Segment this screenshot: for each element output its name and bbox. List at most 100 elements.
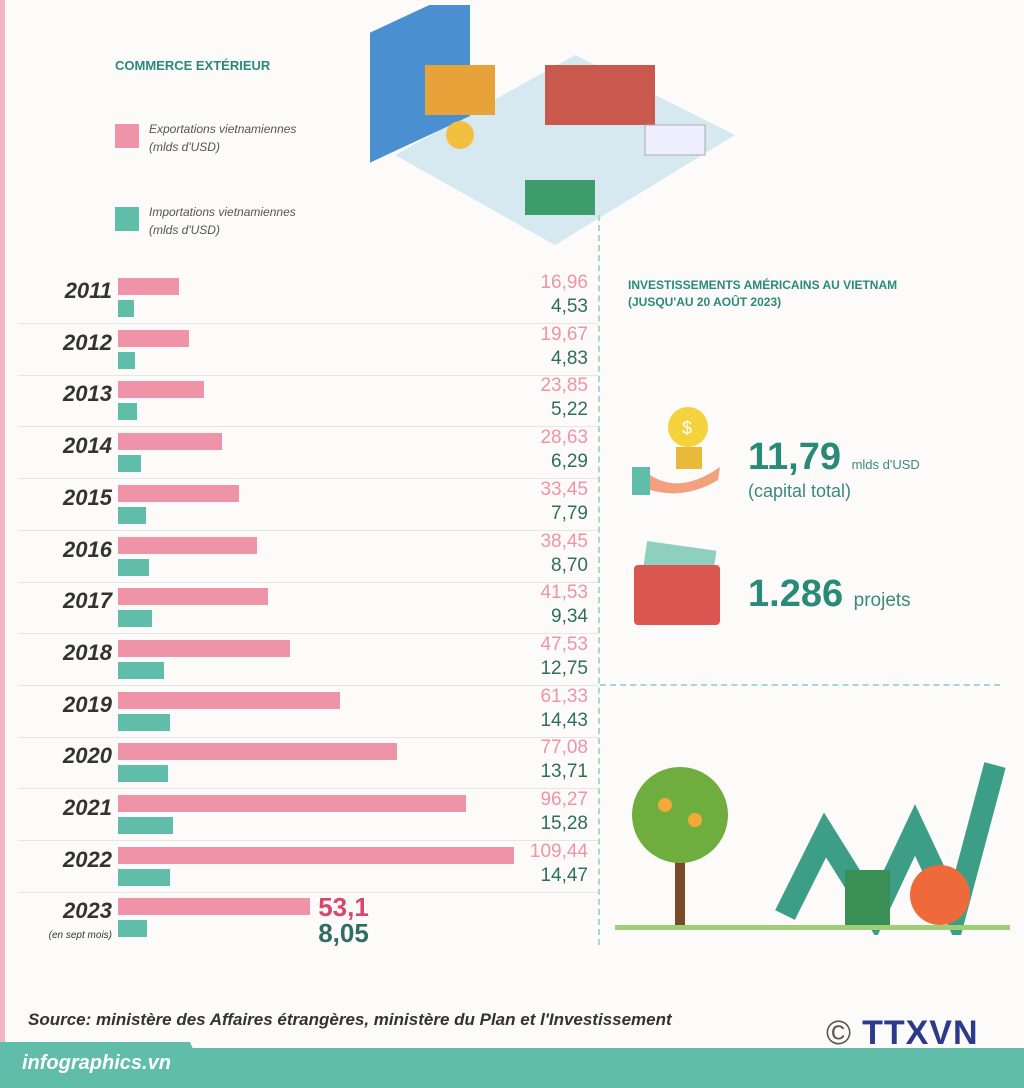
chart-row-2013: 2013 23,85 5,22 <box>18 375 598 428</box>
export-value: 109,44 <box>529 840 588 862</box>
chart-row-2020: 2020 77,08 13,71 <box>18 737 598 790</box>
chart-row-2014: 2014 28,63 6,29 <box>18 427 598 480</box>
year-label: 2013 <box>63 381 112 407</box>
year-label: 2011 <box>64 278 112 303</box>
import-bar <box>118 403 137 421</box>
export-bar <box>118 588 269 606</box>
import-value: 9,34 <box>551 606 588 628</box>
import-value: 8,05 <box>318 918 369 949</box>
legend-swatch-imports <box>115 207 139 231</box>
footer-site[interactable]: infographics.vn <box>22 1052 171 1074</box>
legend-unit: (mlds d'USD) <box>149 223 220 237</box>
source-note: Source: ministère des Affaires étrangère… <box>28 1010 672 1029</box>
export-bar <box>118 536 258 554</box>
export-value: 41,53 <box>540 582 588 604</box>
year-label: 2017 <box>63 588 112 614</box>
import-value: 13,71 <box>540 761 588 783</box>
export-bar <box>118 381 205 399</box>
capital-note: (capital total) <box>748 481 852 501</box>
export-value: 47,53 <box>540 633 588 655</box>
legend-imports: Importations vietnamiennes (mlds d'USD) <box>115 203 296 239</box>
export-value: 19,67 <box>540 323 588 345</box>
investment-title: INVESTISSEMENTS AMÉRICAINS AU VIETNAM (JU… <box>628 278 898 309</box>
ttxvn-logo: © TTXVN <box>826 1014 979 1052</box>
growth-illustration <box>615 762 1010 935</box>
import-value: 8,70 <box>551 554 588 576</box>
year-label: 2020 <box>63 743 112 769</box>
chart-row-2016: 2016 38,45 8,70 <box>18 531 598 583</box>
chart-row-2012: 2012 19,67 4,83 <box>18 324 598 376</box>
export-bar <box>118 743 398 761</box>
chart-row-2018: 2018 47,53 12,75 <box>18 634 598 686</box>
year-label: 2023 <box>63 898 112 924</box>
export-value: 53,1 <box>318 892 369 923</box>
export-bar <box>118 278 180 295</box>
import-value: 14,43 <box>540 709 588 731</box>
left-border <box>0 0 5 1050</box>
export-value: 77,08 <box>540 737 588 759</box>
year-label: 2015 <box>63 484 112 510</box>
import-bar <box>118 610 152 628</box>
import-value: 14,47 <box>540 864 588 886</box>
year-label: 2016 <box>63 536 112 562</box>
import-bar <box>118 300 135 317</box>
export-bar <box>118 846 515 864</box>
year-label: 2012 <box>63 329 112 355</box>
svg-text:$: $ <box>682 418 692 438</box>
export-value: 23,85 <box>540 375 588 397</box>
legend-label: Importations vietnamiennes <box>149 205 296 219</box>
capital-value: 11,79 mlds d'USD <box>748 436 920 478</box>
export-bar <box>118 433 222 451</box>
year-label: 2018 <box>63 639 112 665</box>
chart-title: COMMERCE EXTÉRIEUR <box>115 58 271 73</box>
port-illustration <box>370 5 735 245</box>
import-value: 7,79 <box>551 502 588 524</box>
year-label: 2019 <box>63 691 112 717</box>
chart-row-2023: 2023 (en sept mois) 53,1 8,05 <box>18 892 598 948</box>
chart-row-2021: 2021 96,27 15,28 <box>18 789 598 841</box>
divider-vertical <box>598 215 600 945</box>
export-value: 33,45 <box>540 478 588 500</box>
hand-coin-icon: $ <box>632 407 720 495</box>
import-bar <box>118 817 174 834</box>
export-value: 16,96 <box>540 272 588 293</box>
import-bar <box>118 506 147 524</box>
divider-horizontal <box>600 684 1000 686</box>
import-bar <box>118 351 136 369</box>
projects-value: 1.286 projets <box>748 573 911 615</box>
import-value: 15,28 <box>540 813 588 834</box>
export-value: 96,27 <box>540 789 588 810</box>
import-bar <box>118 920 148 938</box>
import-bar <box>118 558 150 576</box>
year-label: 2022 <box>63 846 112 872</box>
export-value: 61,33 <box>540 685 588 707</box>
export-bar <box>118 691 340 709</box>
chart-row-2011: 2011 16,96 4,53 <box>18 272 598 324</box>
legend-exports: Exportations vietnamiennes (mlds d'USD) <box>115 120 296 156</box>
chart-row-2015: 2015 33,45 7,79 <box>18 479 598 531</box>
year-note: (en sept mois) <box>48 930 112 942</box>
import-bar <box>118 661 165 679</box>
import-bar <box>118 455 141 473</box>
export-bar <box>118 329 190 347</box>
import-value: 4,53 <box>551 296 588 317</box>
legend-unit: (mlds d'USD) <box>149 140 220 154</box>
export-bar <box>118 898 311 916</box>
chart-row-2019: 2019 61,33 14,43 <box>18 686 598 738</box>
export-bar <box>118 639 291 657</box>
export-bar <box>118 484 240 502</box>
export-bar <box>118 795 467 812</box>
year-label: 2014 <box>63 433 112 459</box>
chart-row-2022: 2022 109,44 14,47 <box>18 841 598 893</box>
import-bar <box>118 765 168 783</box>
import-bar <box>118 713 171 731</box>
import-value: 12,75 <box>540 657 588 679</box>
legend-label: Exportations vietnamiennes <box>149 122 297 136</box>
legend-swatch-exports <box>115 124 139 148</box>
import-value: 5,22 <box>551 399 588 421</box>
folder-icon <box>634 541 720 625</box>
year-label: 2021 <box>63 795 112 820</box>
import-value: 4,83 <box>551 347 588 369</box>
chart-row-2017: 2017 41,53 9,34 <box>18 582 598 635</box>
export-value: 38,45 <box>540 530 588 552</box>
